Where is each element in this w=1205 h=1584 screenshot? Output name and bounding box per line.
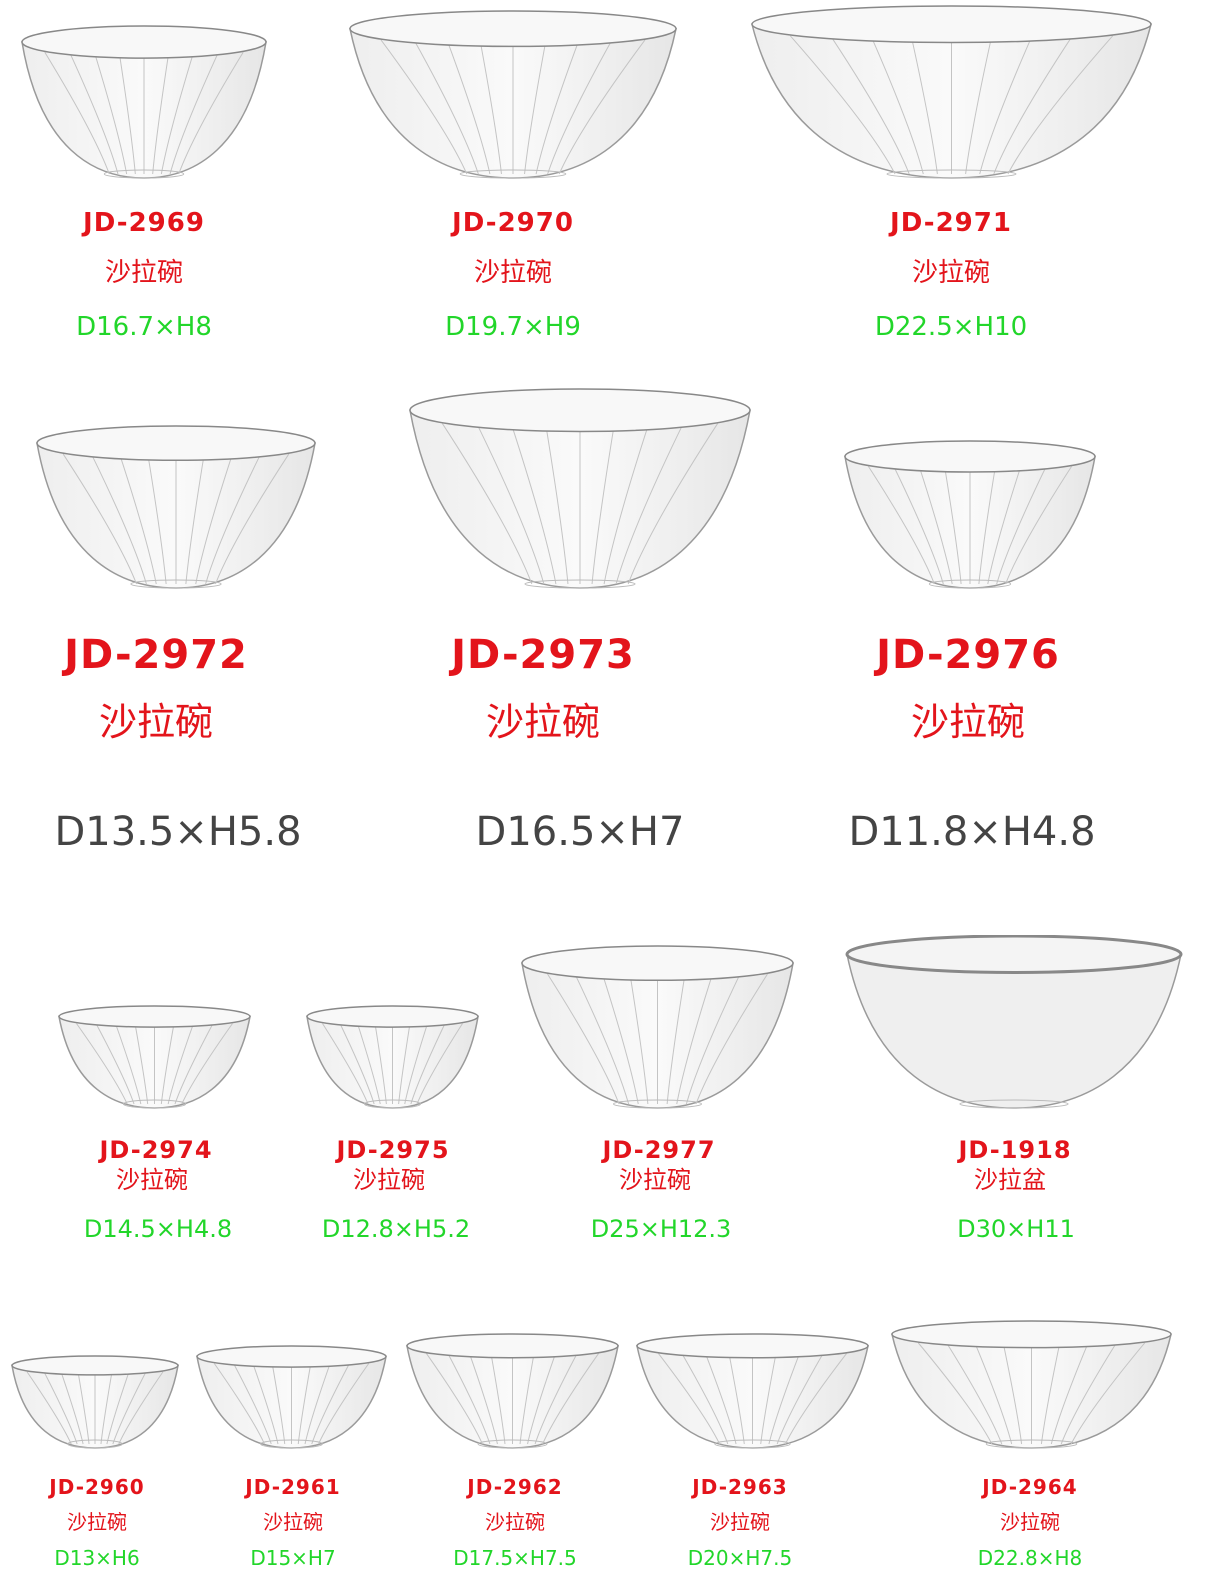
product-name: 沙拉碗 [67,1510,127,1534]
product-code: JD-2961 [245,1475,341,1499]
bowl-rim [36,425,316,462]
product-name: 沙拉碗 [1000,1510,1060,1534]
product-code: JD-2962 [467,1475,563,1499]
bowl-rim [409,388,751,433]
product-name: 沙拉碗 [910,700,1026,744]
product-code: JD-2963 [692,1475,788,1499]
glass-bowl-image [636,1333,869,1449]
product-dimensions: D20×H7.5 [687,1546,793,1570]
glass-bowl-image [409,388,751,589]
bowl-rim [844,440,1096,473]
bowl-rim [306,1005,479,1028]
product-dimensions: D19.7×H9 [445,312,581,342]
product-name: 沙拉碗 [710,1510,770,1534]
product-name: 沙拉碗 [619,1166,691,1194]
product-name: 沙拉碗 [263,1510,323,1534]
product-code: JD-1918 [958,1136,1072,1164]
product-name: 沙拉碗 [485,1510,545,1534]
product-code: JD-2960 [49,1475,145,1499]
glass-bowl-image [521,945,794,1109]
bowl-rim [58,1005,251,1028]
glass-bowl-image [11,1355,179,1449]
product-name: 沙拉盆 [974,1166,1046,1194]
product-name: 沙拉碗 [98,700,214,744]
product-dimensions: D13×H6 [54,1546,140,1570]
product-code: JD-2969 [83,208,205,238]
glass-bowl-image [406,1333,619,1449]
product-code: JD-2970 [452,208,574,238]
product-dimensions: D13.5×H5.8 [54,809,302,855]
product-name: 沙拉碗 [353,1166,425,1194]
product-code: JD-2975 [336,1136,450,1164]
product-dimensions: D11.8×H4.8 [848,809,1096,855]
product-dimensions: D30×H11 [957,1215,1075,1243]
product-code: JD-2971 [890,208,1012,238]
bowl-rim [751,5,1152,44]
product-name: 沙拉碗 [116,1166,188,1194]
product-code: JD-2973 [451,632,635,678]
glass-bowl-image [891,1320,1172,1449]
product-dimensions: D22.5×H10 [874,312,1028,342]
product-dimensions: D17.5×H7.5 [453,1546,577,1570]
bowl-body [846,953,1182,1109]
bowl-rim [891,1320,1172,1349]
glass-bowl-image [349,10,677,179]
glass-bowl-image [196,1345,387,1449]
product-code: JD-2972 [64,632,248,678]
bowl-rim [349,10,677,48]
bowl-rim [406,1333,619,1359]
product-dimensions: D12.8×H5.2 [321,1215,471,1243]
glass-bowl-image [844,440,1096,589]
product-name: 沙拉碗 [104,258,184,288]
product-dimensions: D15×H7 [250,1546,336,1570]
product-code: JD-2977 [602,1136,716,1164]
bowl-rim [196,1345,387,1368]
plastic-basin-image [845,935,1183,1109]
product-dimensions: D22.8×H8 [977,1546,1083,1570]
product-dimensions: D25×H12.3 [590,1215,732,1243]
bowl-rim [11,1355,179,1376]
product-name: 沙拉碗 [485,700,601,744]
product-name: 沙拉碗 [473,258,553,288]
product-name: 沙拉碗 [911,258,991,288]
bowl-rim [845,935,1183,974]
glass-bowl-image [58,1005,251,1109]
glass-bowl-image [36,425,316,589]
bowl-rim [636,1333,869,1359]
product-dimensions: D16.5×H7 [475,809,685,855]
glass-bowl-image [751,5,1152,179]
product-code: JD-2964 [982,1475,1078,1499]
product-code: JD-2976 [876,632,1060,678]
product-dimensions: D14.5×H4.8 [83,1215,233,1243]
product-code: JD-2974 [99,1136,213,1164]
product-dimensions: D16.7×H8 [76,312,212,342]
bowl-rim [521,945,794,982]
glass-bowl-image [306,1005,479,1109]
bowl-rim [21,25,267,59]
glass-bowl-image [21,25,267,179]
